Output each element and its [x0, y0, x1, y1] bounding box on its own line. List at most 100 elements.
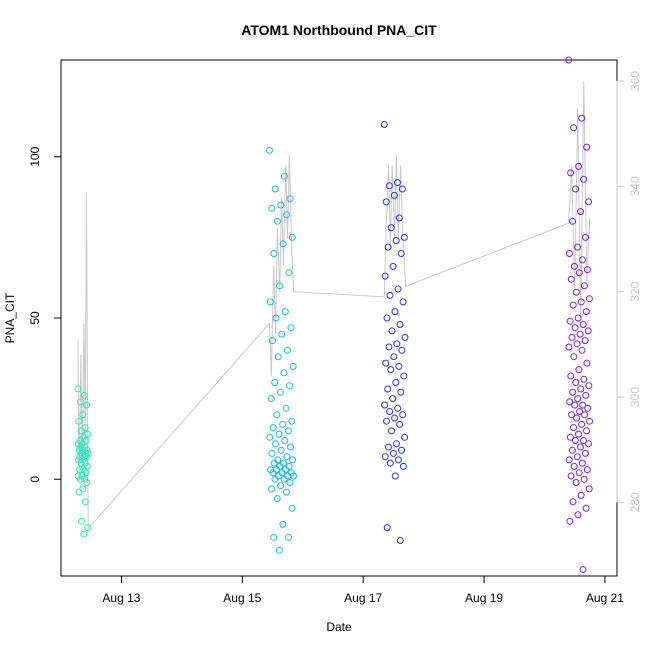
- data-point: [570, 262, 578, 270]
- data-point: [268, 449, 276, 457]
- data-point: [77, 459, 85, 467]
- data-point: [567, 275, 575, 283]
- data-point: [274, 353, 282, 361]
- data-point: [275, 472, 282, 480]
- data-point: [276, 388, 284, 396]
- data-point: [284, 346, 291, 354]
- data-point: [571, 324, 579, 332]
- data-point: [80, 530, 88, 538]
- data-point: [388, 327, 396, 335]
- data-point: [381, 401, 389, 409]
- x-tick-label: Aug 21: [586, 591, 624, 605]
- data-point: [580, 282, 588, 290]
- data-point: [286, 382, 294, 390]
- data-point: [76, 398, 84, 406]
- data-point: [585, 485, 593, 493]
- y-tick-label: 50: [28, 311, 42, 325]
- data-point: [273, 495, 281, 503]
- data-point: [269, 424, 277, 432]
- data-point: [585, 382, 593, 390]
- data-point: [275, 430, 283, 438]
- data-point: [574, 395, 582, 403]
- data-point: [266, 298, 274, 306]
- data-point: [383, 524, 391, 532]
- data-point: [280, 475, 288, 483]
- data-point: [75, 488, 83, 496]
- data-point: [272, 440, 279, 448]
- data-point: [80, 453, 88, 461]
- data-point: [580, 175, 588, 183]
- data-point: [571, 401, 579, 409]
- data-point: [396, 321, 404, 328]
- data-point: [565, 343, 573, 351]
- data-point: [570, 424, 577, 432]
- y2-tick-label: 280: [628, 492, 642, 512]
- grey-line-series: [77, 81, 591, 530]
- data-point: [394, 285, 402, 293]
- x-tick-label: Aug 15: [223, 591, 261, 605]
- data-point: [569, 498, 577, 506]
- data-point: [76, 466, 84, 474]
- data-point: [399, 462, 407, 470]
- data-point: [583, 359, 591, 367]
- x-tick-label: Aug 19: [465, 591, 503, 605]
- data-point: [270, 459, 278, 467]
- data-point: [279, 520, 287, 528]
- data-point: [573, 340, 581, 348]
- data-point: [567, 169, 575, 177]
- data-point: [383, 314, 391, 322]
- data-point: [277, 482, 285, 490]
- data-point: [279, 459, 287, 467]
- data-point: [281, 437, 289, 444]
- data-point: [582, 308, 590, 316]
- data-point: [396, 537, 404, 544]
- data-point: [381, 453, 389, 461]
- data-point: [83, 401, 91, 409]
- data-point: [571, 437, 579, 444]
- data-point: [579, 321, 587, 328]
- x-tick-label: Aug 17: [344, 591, 382, 605]
- data-point: [266, 433, 274, 441]
- data-point: [579, 401, 587, 409]
- data-point: [395, 362, 403, 370]
- data-point: [271, 475, 279, 483]
- data-point: [577, 298, 585, 306]
- data-point: [82, 449, 90, 457]
- data-point: [400, 233, 408, 241]
- data-point: [266, 146, 273, 154]
- data-point: [578, 114, 586, 122]
- data-point: [390, 353, 398, 361]
- data-point: [288, 417, 296, 425]
- data-point: [575, 269, 583, 277]
- data-point: [586, 417, 594, 425]
- data-point: [285, 269, 293, 277]
- data-point: [77, 517, 85, 525]
- data-point: [80, 391, 88, 399]
- data-point: [566, 317, 574, 325]
- data-point: [578, 346, 586, 354]
- data-point: [282, 488, 290, 496]
- data-point: [74, 385, 82, 393]
- data-point: [401, 433, 409, 441]
- data-point: [568, 333, 576, 341]
- data-point: [271, 379, 279, 386]
- data-point: [268, 204, 276, 212]
- y2-tick-label: 360: [628, 71, 642, 91]
- data-point: [273, 411, 281, 419]
- data-point: [583, 427, 590, 435]
- data-point: [398, 346, 406, 354]
- data-point: [394, 404, 402, 412]
- data-point: [75, 417, 83, 425]
- data-points: [74, 56, 594, 573]
- data-point: [277, 201, 285, 209]
- data-point: [283, 453, 291, 461]
- data-point: [392, 237, 400, 245]
- data-point: [384, 243, 392, 251]
- x-axis-label: Date: [326, 620, 352, 634]
- data-point: [576, 408, 584, 415]
- data-point: [267, 395, 275, 403]
- data-point: [268, 485, 275, 493]
- data-point: [391, 472, 399, 480]
- data-point: [389, 449, 397, 457]
- data-point: [395, 214, 403, 222]
